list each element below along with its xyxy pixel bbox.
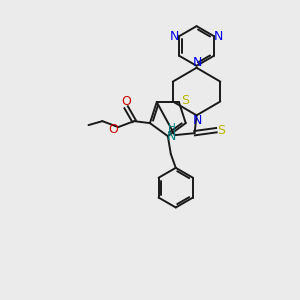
Text: N: N — [193, 114, 202, 127]
Text: S: S — [217, 124, 225, 137]
Text: S: S — [181, 94, 189, 106]
Text: N: N — [170, 30, 179, 43]
Text: N: N — [193, 56, 202, 69]
Text: O: O — [108, 123, 118, 136]
Text: N: N — [167, 130, 176, 142]
Text: O: O — [121, 95, 131, 108]
Text: H: H — [168, 123, 176, 133]
Text: N: N — [214, 30, 224, 43]
